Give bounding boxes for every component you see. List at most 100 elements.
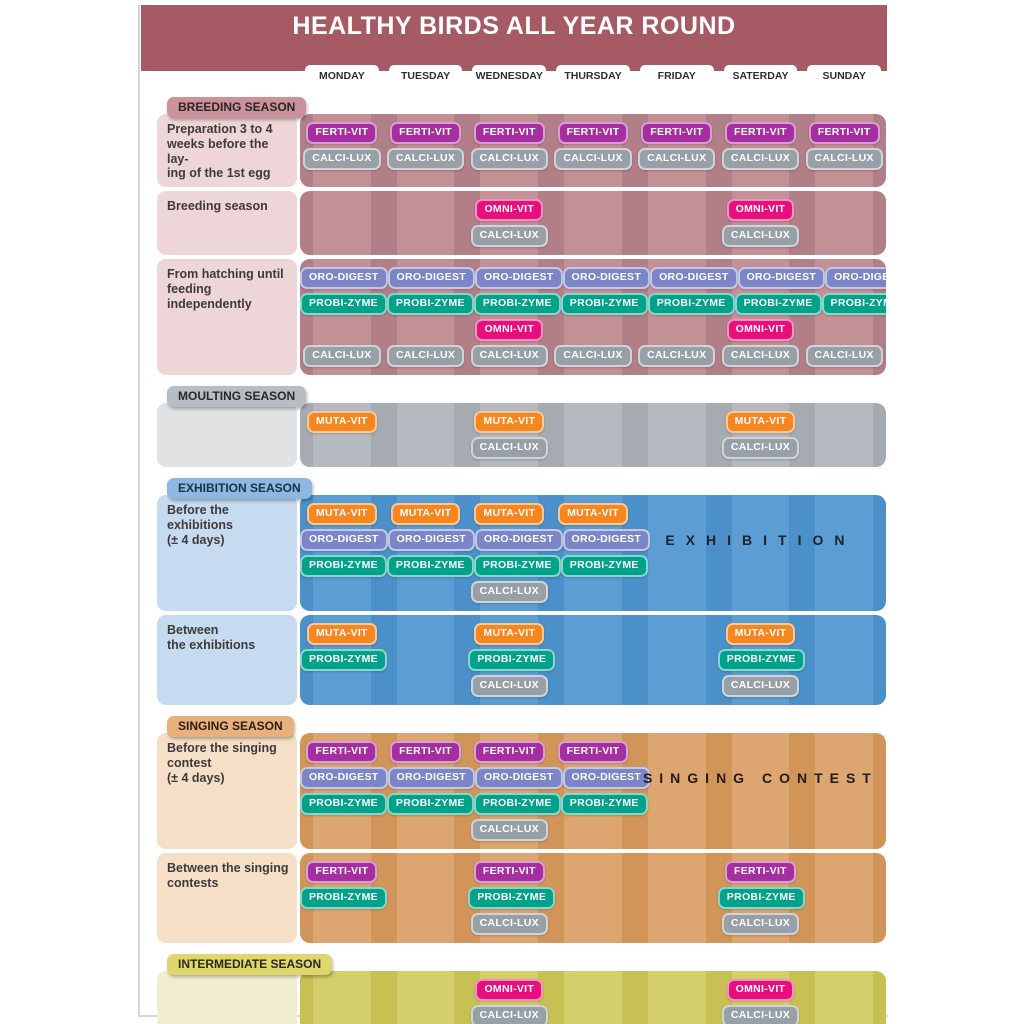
day-cell (551, 197, 635, 223)
day-cell (802, 621, 886, 647)
day-cell (551, 317, 635, 343)
day-cell: ORO-DIGEST (387, 265, 476, 291)
row-label (157, 971, 297, 1024)
schedule-row: From hatching until feeding independentl… (157, 259, 886, 375)
day-tab-saterday: SATERDAY (723, 65, 798, 87)
product-line: CALCI-LUX (300, 817, 886, 843)
row-label: Before the exhibitions (± 4 days) (157, 495, 297, 611)
product-pill-probi-zyme: PROBI-ZYME (468, 649, 556, 671)
day-tab-thursday: THURSDAY (556, 65, 630, 87)
product-pill-oro-digest: ORO-DIGEST (300, 767, 388, 789)
day-cell (551, 673, 635, 699)
day-cell (802, 817, 886, 843)
product-pill-probi-zyme: PROBI-ZYME (734, 293, 822, 315)
day-cell: OMNI-VIT (719, 197, 803, 223)
product-line: CALCI-LUX CALCI-LUX (300, 1003, 886, 1024)
product-line: ORO-DIGEST ORO-DIGEST ORO-DIGEST ORO-DIGEST (300, 527, 886, 553)
day-cell: MUTA-VIT (551, 501, 635, 527)
day-cell: PROBI-ZYME (473, 553, 561, 579)
day-cell: OMNI-VIT (719, 977, 803, 1003)
product-pill-oro-digest: ORO-DIGEST (737, 267, 826, 289)
row-label: Between the singing contests (157, 853, 297, 943)
product-pill-muta-vit: MUTA-VIT (474, 411, 545, 433)
day-cell (300, 435, 384, 461)
product-pill-ferti-vit: FERTI-VIT (641, 122, 713, 144)
day-cell (551, 859, 635, 885)
day-cell: PROBI-ZYME (473, 291, 561, 317)
product-pill-omni-vit: OMNI-VIT (726, 979, 795, 1001)
day-cell (384, 197, 468, 223)
product-pill-omni-vit: OMNI-VIT (475, 319, 544, 341)
schedule-row: MUTA-VIT MUTA-VIT MUTA-VIT CALCI-LUX CALCI-L… (157, 403, 886, 467)
product-pill-probi-zyme: PROBI-ZYME (386, 793, 474, 815)
product-line: ORO-DIGEST ORO-DIGEST ORO-DIGEST ORO-DIGEST… (300, 265, 886, 291)
product-pill-calci-lux: CALCI-LUX (721, 913, 800, 935)
day-cell (635, 317, 719, 343)
day-cell: FERTI-VIT (300, 739, 384, 765)
product-pill-calci-lux: CALCI-LUX (470, 913, 548, 935)
day-cell: CALCI-LUX (300, 343, 384, 369)
day-cell: PROBI-ZYME (647, 291, 735, 317)
day-cell: ORO-DIGEST (300, 765, 388, 791)
product-pill-probi-zyme: PROBI-ZYME (560, 793, 648, 815)
product-pill-calci-lux: CALCI-LUX (470, 148, 548, 170)
product-pill-probi-zyme: PROBI-ZYME (473, 793, 561, 815)
product-pill-ferti-vit: FERTI-VIT (390, 122, 462, 144)
day-cell: ORO-DIGEST (300, 527, 388, 553)
day-cell (635, 1003, 719, 1024)
product-pill-ferti-vit: FERTI-VIT (473, 122, 545, 144)
day-cell: CALCI-LUX (551, 343, 635, 369)
day-cell: CALCI-LUX (719, 223, 803, 249)
row-grid: OMNI-VIT OMNI-VIT CALCI-LUX CALCI-LUX (300, 191, 886, 255)
row-label: Between the exhibitions (157, 615, 297, 705)
day-cell (802, 409, 886, 435)
day-cell (635, 911, 719, 937)
page-left-edge (138, 5, 140, 1016)
schedule-row: Preparation 3 to 4 weeks before the lay-… (157, 114, 886, 187)
banner-singing: SINGING CONTEST (642, 770, 878, 786)
day-cell: CALCI-LUX (467, 817, 551, 843)
day-cell (635, 579, 719, 605)
product-line: PROBI-ZYME PROBI-ZYME PROBI-ZYME PROBI-ZYME (300, 553, 886, 579)
day-cell (551, 1003, 635, 1024)
day-cell (802, 501, 886, 527)
day-cell (551, 409, 635, 435)
day-cell (635, 977, 719, 1003)
product-pill-ferti-vit: FERTI-VIT (473, 861, 545, 883)
product-line: FERTI-VIT FERTI-VIT FERTI-VIT FERTI-VIT (300, 739, 886, 765)
day-cell: CALCI-LUX (384, 343, 468, 369)
product-pill-probi-zyme: PROBI-ZYME (300, 555, 387, 577)
day-cell: OMNI-VIT (467, 197, 551, 223)
day-cell (807, 553, 886, 579)
day-cell (384, 911, 468, 937)
product-pill-oro-digest: ORO-DIGEST (300, 267, 388, 289)
day-cell: MUTA-VIT (467, 501, 551, 527)
product-pill-oro-digest: ORO-DIGEST (387, 529, 476, 551)
day-cell (300, 977, 384, 1003)
day-cell (384, 409, 468, 435)
day-cell (300, 317, 384, 343)
day-cell (802, 579, 886, 605)
day-cell: CALCI-LUX (551, 146, 635, 172)
product-line: PROBI-ZYME PROBI-ZYME PROBI-ZYME (300, 885, 886, 911)
day-cell: FERTI-VIT (384, 739, 468, 765)
day-cell: PROBI-ZYME (473, 791, 561, 817)
day-cell: MUTA-VIT (384, 501, 468, 527)
schedule-row: OMNI-VIT OMNI-VIT CALCI-LUX CALCI-LUX (157, 971, 886, 1024)
day-cell: ORO-DIGEST (825, 265, 886, 291)
row-grid: MUTA-VIT MUTA-VIT MUTA-VIT PROBI-ZYME PROBI-… (300, 615, 886, 705)
product-pill-oro-digest: ORO-DIGEST (475, 529, 563, 551)
product-pill-probi-zyme: PROBI-ZYME (300, 793, 387, 815)
product-pill-calci-lux: CALCI-LUX (721, 148, 800, 170)
day-cell: ORO-DIGEST (300, 265, 388, 291)
product-pill-calci-lux: CALCI-LUX (721, 225, 800, 247)
day-cell: CALCI-LUX (719, 146, 803, 172)
day-cell: FERTI-VIT (467, 859, 551, 885)
day-cell (636, 885, 717, 911)
day-cell: ORO-DIGEST (387, 527, 476, 553)
day-cell (636, 647, 717, 673)
product-pill-oro-digest: ORO-DIGEST (387, 767, 476, 789)
day-tab-wednesday: WEDNESDAY (472, 65, 547, 87)
day-cell: FERTI-VIT (719, 120, 803, 146)
